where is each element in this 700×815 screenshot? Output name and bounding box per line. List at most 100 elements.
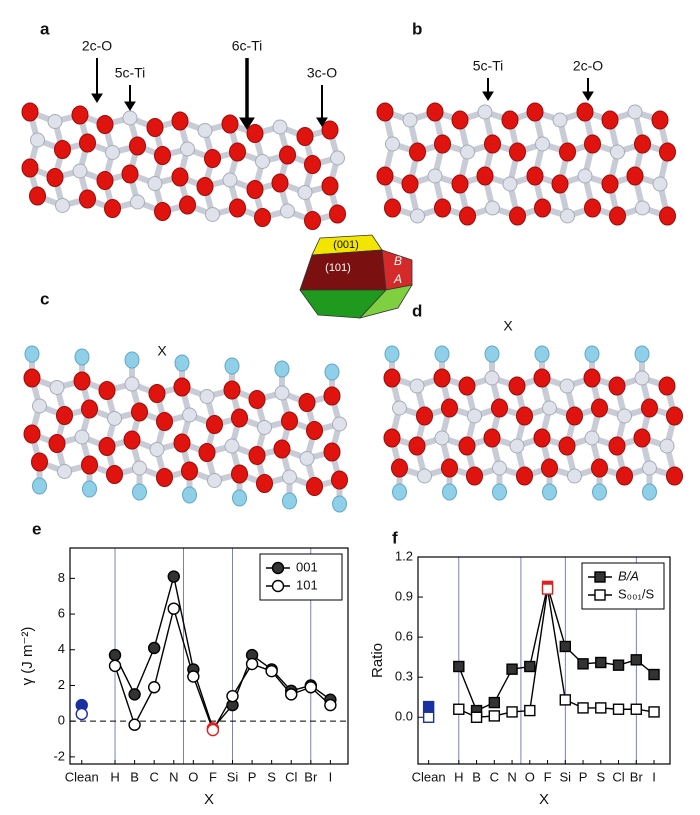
atom-ti <box>542 400 557 416</box>
marker <box>265 664 278 678</box>
legend-label: 101 <box>296 577 318 592</box>
atom-o <box>383 368 401 388</box>
atom-o <box>281 411 298 431</box>
marker <box>506 706 518 718</box>
atom-o <box>171 167 189 187</box>
atom-o <box>584 134 601 154</box>
marker <box>206 723 220 737</box>
x-tick-label: S <box>267 769 276 784</box>
atom-x <box>384 345 400 363</box>
atom-ti <box>222 172 238 188</box>
atom-x <box>124 351 140 369</box>
atom-ti <box>255 154 270 169</box>
atom-o <box>376 166 394 186</box>
atom-o <box>659 142 676 162</box>
atom-o <box>376 102 394 122</box>
atom-ti <box>560 208 575 224</box>
atom-o <box>466 466 483 486</box>
atom-x <box>534 345 550 363</box>
panel-label: a <box>40 19 50 38</box>
atom-o <box>104 199 121 218</box>
atom-ti <box>467 408 482 424</box>
atom-o <box>21 158 39 178</box>
annotation: 2c-O <box>82 38 112 54</box>
atom-o <box>179 195 196 215</box>
x-tick-label: Cl <box>285 769 297 784</box>
x-tick-label: N <box>169 769 178 784</box>
atom-o <box>329 204 346 224</box>
atom-o <box>658 376 676 396</box>
y-tick-label: 4 <box>58 641 65 656</box>
line-segment <box>173 576 195 670</box>
panel-label: e <box>32 519 41 538</box>
atom-o <box>541 458 558 478</box>
atom-o <box>559 142 576 162</box>
line-segment <box>192 676 214 731</box>
y-tick-label: 8 <box>58 570 65 585</box>
atom-o <box>196 177 214 196</box>
plot-frame <box>69 547 349 765</box>
atom-o <box>458 376 476 396</box>
atom-ti <box>149 442 165 457</box>
marker <box>577 658 589 670</box>
atom-o <box>434 198 451 218</box>
atom-o <box>331 470 348 490</box>
atom-x <box>82 480 97 498</box>
atom-o <box>204 149 221 168</box>
x-tick-label: H <box>454 769 463 784</box>
atom-ti <box>199 389 215 404</box>
atom-o <box>306 477 323 496</box>
marker <box>128 718 141 731</box>
legend-box <box>259 553 343 601</box>
atom-ti <box>274 385 290 401</box>
marker <box>285 688 298 701</box>
atom-ti <box>282 469 297 485</box>
atom-ti <box>567 468 582 484</box>
x-tick-label: B <box>472 769 481 784</box>
atom-ti <box>559 378 575 394</box>
atom-o <box>279 145 296 165</box>
atom-o <box>433 368 451 388</box>
atom-o <box>584 198 601 218</box>
atom-o <box>526 102 544 122</box>
atom-x <box>332 495 347 513</box>
atom-x <box>24 345 40 363</box>
atom-x <box>32 477 47 495</box>
atom-o <box>484 134 501 154</box>
atom-o <box>321 176 339 196</box>
atom-o <box>533 368 551 388</box>
legend-marker <box>594 571 606 583</box>
marker <box>167 602 180 615</box>
y-tick-label: 0.0 <box>395 709 413 724</box>
line-segment <box>546 588 566 701</box>
x-tick-label: O <box>525 769 535 784</box>
atom-o <box>459 206 476 226</box>
line-segment <box>529 586 549 667</box>
atom-o <box>248 390 266 409</box>
atom-o <box>121 164 139 184</box>
atom-x <box>282 492 297 510</box>
annotation: X <box>157 343 167 359</box>
x-tick-label: B <box>130 769 139 784</box>
marker <box>630 654 642 666</box>
atom-o <box>98 381 116 400</box>
x-tick-label: I <box>652 769 656 784</box>
atom-o <box>509 206 526 226</box>
x-tick-label: Si <box>560 769 572 784</box>
legend-label: 001 <box>296 559 318 574</box>
atom-o <box>106 465 123 484</box>
atom-ti <box>182 407 197 423</box>
atom-x <box>592 483 607 501</box>
atom-o <box>256 474 273 493</box>
x-tick-label: I <box>329 769 333 784</box>
atom-ti <box>460 144 475 160</box>
marker <box>648 668 660 681</box>
atom-o <box>229 142 246 162</box>
atom-o <box>458 436 476 456</box>
marker <box>245 657 259 671</box>
atom-o <box>323 442 341 462</box>
y-tick-label: 0 <box>58 713 65 728</box>
atom-o <box>384 198 401 218</box>
